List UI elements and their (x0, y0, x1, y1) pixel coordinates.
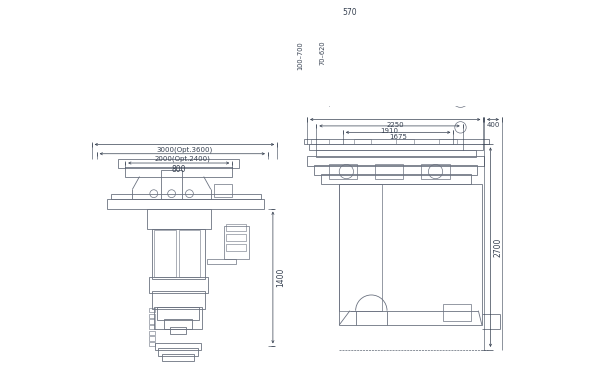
Bar (164, 318, 191, 328)
Bar (161, 170, 182, 199)
Bar (149, 336, 155, 341)
Text: 2250: 2250 (386, 122, 404, 128)
Bar (313, 45, 345, 52)
Text: 2000(Opt.2400): 2000(Opt.2400) (154, 156, 210, 162)
Bar (375, 164, 403, 179)
Bar (323, 92, 338, 100)
Bar (226, 234, 247, 241)
Bar (224, 227, 248, 259)
Text: 400: 400 (486, 122, 500, 128)
Bar (157, 307, 199, 320)
Bar (149, 342, 155, 346)
Bar (207, 259, 236, 264)
Bar (226, 224, 247, 231)
Bar (397, 139, 414, 144)
Bar (309, 28, 363, 84)
Bar (450, 52, 467, 63)
Bar (339, 185, 382, 311)
Bar (118, 160, 239, 168)
Bar (155, 343, 201, 350)
Bar (111, 195, 261, 199)
Bar (304, 139, 489, 144)
Bar (322, 174, 471, 185)
Text: 570: 570 (342, 8, 356, 17)
Bar (149, 314, 155, 318)
Bar (149, 308, 155, 312)
Bar (158, 349, 198, 356)
Bar (146, 209, 211, 229)
Bar (450, 67, 467, 79)
Text: 3000(Opt.3600): 3000(Opt.3600) (157, 147, 212, 153)
Bar (307, 156, 484, 166)
Bar (443, 304, 471, 321)
Bar (313, 35, 345, 42)
Bar (152, 291, 205, 308)
Bar (226, 244, 247, 251)
Bar (170, 327, 186, 334)
Bar (107, 199, 265, 209)
Bar (149, 325, 155, 329)
Bar (214, 185, 232, 197)
Bar (154, 307, 202, 328)
Bar (439, 139, 457, 144)
Text: 800: 800 (172, 165, 186, 174)
Bar (125, 167, 232, 177)
Bar (311, 139, 329, 144)
Bar (161, 354, 194, 361)
Bar (313, 55, 345, 62)
Text: 1910: 1910 (380, 128, 398, 134)
Bar (329, 164, 357, 179)
Bar (179, 230, 200, 277)
Bar (149, 277, 208, 293)
Bar (309, 144, 484, 150)
Bar (339, 185, 482, 325)
Bar (149, 331, 155, 335)
Bar (149, 319, 155, 324)
Text: 1675: 1675 (389, 134, 407, 141)
Text: 2700: 2700 (493, 237, 502, 257)
Bar (154, 230, 176, 277)
Text: 100–700: 100–700 (298, 42, 304, 70)
Text: 1400: 1400 (276, 268, 285, 287)
Text: 70–620: 70–620 (319, 40, 325, 65)
Bar (152, 229, 205, 279)
Bar (421, 164, 450, 179)
Bar (320, 83, 341, 93)
Bar (316, 150, 476, 157)
Bar (353, 139, 371, 144)
Bar (314, 165, 477, 175)
